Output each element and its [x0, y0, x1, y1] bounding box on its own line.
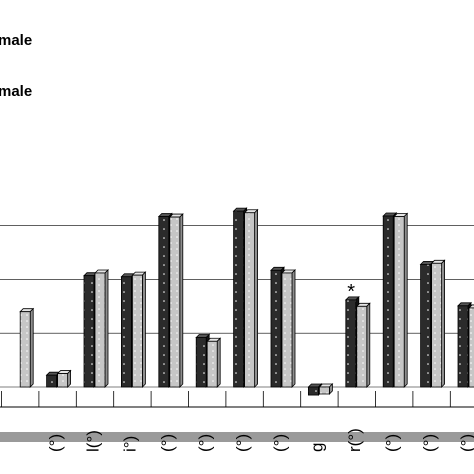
bar-series-2-group-3 — [131, 271, 147, 388]
bar-series-2-group-9 — [355, 302, 371, 388]
bars-layer — [19, 207, 474, 397]
bar-series-2-group-5 — [206, 337, 222, 388]
tick-labels: (°)l(°)i°)(°)(°)(°)(°)gr(°)(°)(°)(°)nm) — [46, 428, 474, 452]
tick-label-3: i°) — [121, 436, 140, 452]
bar-series-2-group-10 — [393, 212, 409, 388]
tick-label-9: r(°) — [345, 428, 364, 452]
tick-label-6: (°) — [233, 434, 252, 452]
tick-label-11: (°) — [420, 434, 439, 452]
significance-marker-0: * — [347, 281, 355, 303]
bar-series-2-group-8 — [318, 383, 334, 395]
bar-series-2-group-12 — [468, 304, 474, 388]
tick-label-5: (°) — [196, 434, 215, 452]
bar-series-2-group-6 — [243, 208, 259, 388]
bar-series-2-group-7 — [281, 269, 296, 388]
tick-label-12: (°) — [457, 434, 474, 452]
bar-series-2-group-4 — [168, 213, 184, 388]
legend-label-series-2: male — [0, 83, 32, 100]
tick-label-4: (°) — [158, 434, 177, 452]
tick-label-1: (°) — [46, 434, 65, 452]
bar-series-2-group-0 — [19, 307, 35, 388]
legend-label-series-1: male — [0, 32, 32, 49]
x-axis — [0, 391, 474, 442]
bar-series-2-group-11 — [430, 259, 446, 388]
tick-label-8: g — [308, 443, 327, 452]
bar-series-2-group-2 — [94, 269, 109, 388]
tick-label-10: (°) — [383, 434, 402, 452]
annotations-layer: ** — [347, 281, 355, 303]
bar-series-2-group-1 — [56, 369, 72, 388]
tick-label-7: (°) — [270, 434, 289, 452]
tick-label-2: l(°) — [83, 430, 102, 452]
axis-band — [0, 432, 474, 442]
legend: male male — [0, 32, 32, 100]
